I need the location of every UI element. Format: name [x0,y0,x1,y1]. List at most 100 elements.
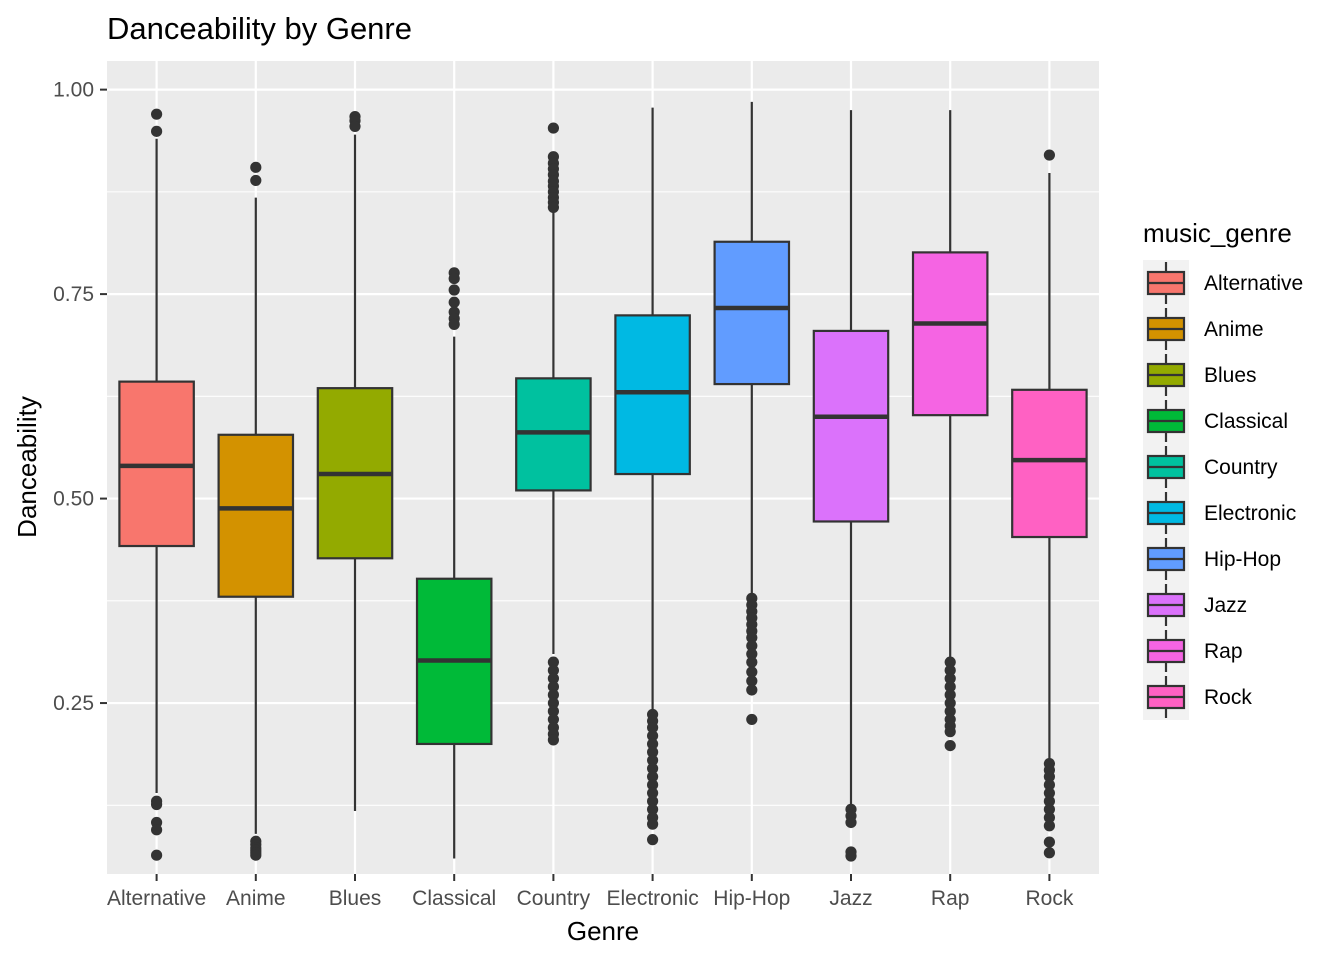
legend-item-alternative: Alternative [1146,262,1303,304]
legend-item-blues: Blues [1146,354,1257,396]
outlier-point [746,684,758,696]
x-tick-label: Classical [412,887,496,910]
outlier-point [1043,847,1055,859]
y-axis-title: Danceability [12,396,42,538]
box-iqr [812,329,890,523]
box-hip-hop [713,101,791,726]
legend-item-rap: Rap [1146,630,1243,672]
outlier-point [547,705,560,717]
outlier-point [647,834,659,846]
outlier-point [1043,836,1055,848]
outlier-point [647,818,659,830]
outlier-point [250,161,262,173]
chart-title: Danceability by Genre [107,11,412,46]
box-rap [911,110,989,752]
outlier-point [944,726,956,738]
box-alternative [118,108,195,861]
box-jazz [812,110,890,862]
outlier-point [944,705,956,717]
outlier-point [1043,779,1055,791]
outlier-point [448,318,460,330]
legend-item-rock: Rock [1146,676,1252,718]
x-tick-label: Rock [1025,887,1073,910]
outlier-point [647,779,659,791]
outlier-point [746,632,758,644]
outlier-point [1043,149,1055,161]
x-tick-label: Electronic [606,887,698,910]
outlier-point [151,125,163,137]
outlier-point [845,816,857,829]
box-iqr [217,433,295,598]
legend: music_genre Alternative Anime Blues Classic… [1143,218,1303,720]
x-axis: Alternative Anime Blues Classical Country Ele… [107,874,1074,910]
outlier-point [1043,820,1055,832]
x-tick-label: Country [517,887,591,910]
outlier-point [250,174,262,187]
legend-label: Hip-Hop [1204,548,1281,571]
legend-label: Electronic [1204,502,1296,525]
outlier-point [647,771,659,783]
x-tick-label: Blues [329,887,382,910]
y-axis: 0.25 0.50 0.75 1.00 [53,79,107,715]
outlier-point [547,122,560,134]
outlier-point [151,824,163,836]
x-tick-label: Anime [226,887,286,910]
x-tick-label: Rap [931,887,970,910]
outlier-point [151,108,163,120]
outlier-point [746,675,758,687]
legend-label: Country [1204,456,1278,479]
box-country [515,122,592,746]
outlier-point [845,850,857,862]
outlier-point [1043,795,1055,807]
outlier-point [448,296,460,308]
box-iqr [713,240,791,386]
y-tick-label: 0.75 [53,283,94,306]
outlier-point [151,849,163,861]
outlier-point [647,762,659,775]
box-iqr [1011,388,1088,539]
outlier-point [746,648,758,660]
outlier-point [349,120,361,133]
outlier-point [647,754,659,766]
legend-label: Rock [1204,686,1252,709]
outlier-point [944,689,956,701]
y-tick-label: 0.25 [53,692,94,715]
outlier-point [647,746,659,758]
outlier-point [647,738,659,750]
legend-label: Classical [1204,410,1288,433]
legend-label: Anime [1204,318,1264,341]
box-electronic [614,107,691,846]
outlier-point [250,849,262,861]
outlier-point [547,201,560,214]
legend-title: music_genre [1143,218,1292,248]
outlier-point [647,795,659,807]
legend-item-hip-hop: Hip-Hop [1146,538,1281,580]
outlier-point [746,713,758,726]
outlier-point [647,730,659,742]
outlier-point [151,798,163,811]
legend-item-anime: Anime [1146,308,1264,350]
outlier-point [647,803,659,815]
outlier-point [746,666,758,678]
legend-label: Rap [1204,640,1243,663]
legend-label: Blues [1204,364,1257,387]
x-tick-label: Jazz [829,887,872,910]
legend-item-classical: Classical [1146,400,1288,442]
outlier-point [547,656,560,668]
outlier-point [547,713,560,726]
boxes [118,101,1088,862]
outlier-point [944,739,956,752]
outlier-point [944,681,956,693]
box-iqr [614,314,691,476]
y-tick-label: 0.50 [53,488,94,511]
outlier-point [1043,771,1055,783]
box-classical [415,267,493,859]
legend-label: Jazz [1204,594,1247,617]
outlier-point [944,664,956,676]
x-axis-title: Genre [567,916,639,946]
box-blues [316,111,394,812]
outlier-point [944,672,956,685]
outlier-point [448,272,460,285]
outlier-point [746,640,758,652]
